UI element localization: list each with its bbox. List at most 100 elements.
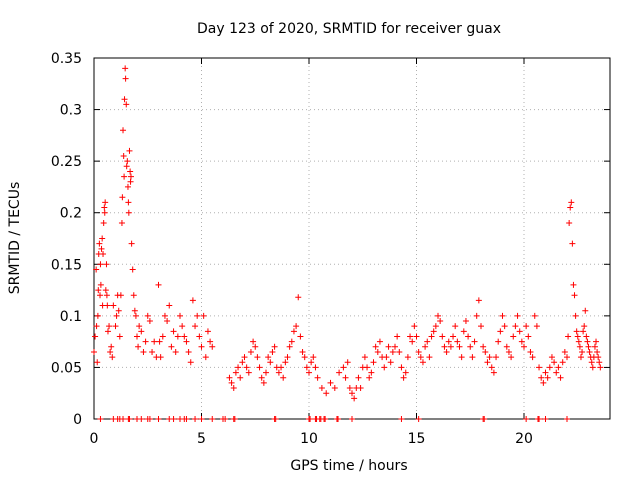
data-point <box>146 318 153 325</box>
data-point <box>97 281 104 288</box>
data-point <box>295 294 302 301</box>
data-point <box>516 328 523 335</box>
data-point <box>125 209 132 216</box>
data-point <box>349 416 355 422</box>
chart-title: Day 123 of 2020, SRMTID for receiver gua… <box>197 21 501 37</box>
data-point <box>140 348 147 355</box>
data-point <box>116 333 123 340</box>
data-point <box>97 416 104 422</box>
data-point <box>142 338 149 345</box>
data-point <box>306 369 312 376</box>
data-point <box>209 343 216 350</box>
data-point <box>117 292 124 299</box>
data-point <box>130 292 137 299</box>
data-point <box>450 333 457 340</box>
data-point <box>567 204 574 211</box>
data-point <box>157 354 164 361</box>
data-point <box>394 333 401 340</box>
data-point <box>122 65 129 72</box>
data-point <box>544 374 551 381</box>
x-tick-label: 20 <box>515 431 533 447</box>
data-point <box>580 328 587 335</box>
data-point <box>481 416 488 422</box>
data-point <box>278 364 285 371</box>
data-point <box>189 297 196 304</box>
data-point <box>565 333 572 340</box>
data-point <box>126 147 133 154</box>
data-point <box>102 199 109 206</box>
x-tick-label: 5 <box>197 431 206 447</box>
data-point <box>387 359 394 366</box>
data-point <box>462 318 469 325</box>
data-point <box>402 369 409 376</box>
data-point <box>232 369 239 376</box>
data-point <box>93 266 100 273</box>
data-point <box>155 416 162 422</box>
data-point <box>138 416 145 422</box>
data-point <box>170 416 177 422</box>
data-point <box>103 292 110 299</box>
data-point <box>495 338 502 345</box>
data-point <box>467 343 474 350</box>
data-point <box>121 96 128 103</box>
data-point <box>576 343 583 350</box>
data-point <box>443 348 450 355</box>
data-point <box>104 302 111 309</box>
data-point <box>286 343 293 350</box>
y-axis-ticks: 0 0.05 0.1 0.15 0.2 0.25 0.3 0.35 <box>51 51 610 428</box>
data-point <box>99 235 106 242</box>
data-point <box>533 323 540 330</box>
data-point <box>351 395 358 402</box>
data-point <box>561 348 568 355</box>
data-point <box>107 348 114 355</box>
data-point <box>310 354 317 361</box>
data-point <box>100 250 107 257</box>
data-point <box>318 385 325 392</box>
data-point <box>235 364 242 371</box>
data-point <box>260 379 267 386</box>
data-point <box>445 338 452 345</box>
data-point <box>209 416 216 422</box>
data-point <box>241 354 248 361</box>
data-point <box>170 328 177 335</box>
y-tick-label: 0.2 <box>60 206 82 222</box>
plot-frame <box>93 57 611 420</box>
data-point <box>452 323 459 330</box>
data-point <box>456 343 463 350</box>
data-point <box>499 312 506 319</box>
data-point <box>230 385 237 392</box>
data-point <box>407 333 414 340</box>
data-point <box>540 379 547 386</box>
data-point <box>256 364 263 371</box>
data-point <box>514 312 521 319</box>
data-point <box>437 318 444 325</box>
data-point <box>428 333 435 340</box>
data-point <box>94 359 101 366</box>
data-point <box>417 354 424 361</box>
data-point <box>129 266 136 273</box>
data-point <box>546 364 553 371</box>
data-point <box>97 261 104 268</box>
data-point <box>594 348 601 355</box>
data-point <box>432 323 439 330</box>
data-point <box>314 374 321 381</box>
data-point <box>596 359 603 366</box>
data-point <box>155 281 162 288</box>
data-point <box>103 261 110 268</box>
data-point <box>131 307 138 314</box>
data-point <box>124 158 131 165</box>
y-tick-label: 0.25 <box>51 154 82 170</box>
data-point <box>458 354 465 361</box>
data-point <box>469 354 476 361</box>
data-point <box>493 354 500 361</box>
data-point <box>322 416 329 422</box>
data-point <box>222 416 229 422</box>
data-point <box>239 359 246 366</box>
data-point <box>119 194 126 201</box>
data-point <box>121 173 128 180</box>
data-point <box>588 359 595 366</box>
data-point <box>254 354 261 361</box>
data-point <box>146 416 153 422</box>
data-point <box>327 379 334 386</box>
x-tick-label: 15 <box>408 431 426 447</box>
